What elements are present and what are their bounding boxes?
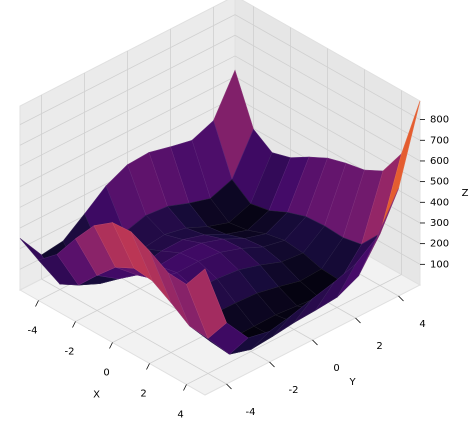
grid-line	[19, 55, 236, 167]
x-tick-label: 4	[177, 410, 183, 421]
tick-mark	[35, 300, 39, 307]
z-tick-label: 700	[430, 135, 449, 146]
z-tick-label: 800	[430, 115, 449, 126]
tick-mark	[398, 295, 404, 302]
grid-line	[19, 76, 236, 187]
x-tick-label: -2	[65, 347, 75, 358]
tick-mark	[72, 321, 76, 328]
y-tick-label: 4	[419, 319, 425, 330]
surface-face	[186, 268, 227, 339]
grid-line	[234, 14, 421, 120]
z-tick-label: 400	[430, 197, 449, 208]
tick-mark	[312, 339, 318, 346]
tick-mark	[269, 361, 275, 368]
grid-line	[234, 55, 421, 162]
z-tick-label: 100	[430, 259, 449, 270]
z-tick-label: 200	[430, 239, 449, 250]
tick-mark	[146, 363, 150, 370]
y-tick-label: -4	[246, 407, 256, 418]
z-tick-label: 300	[430, 218, 449, 229]
surface	[19, 69, 421, 355]
grid-line	[234, 76, 421, 182]
z-axis-label: Z	[462, 188, 469, 199]
x-tick-label: 2	[140, 389, 146, 400]
tick-mark	[109, 342, 113, 349]
tick-mark	[183, 384, 187, 391]
tick-mark	[355, 317, 361, 324]
grid-line	[19, 34, 236, 146]
y-tick-label: 0	[333, 363, 339, 374]
y-axis-label: Y	[348, 377, 356, 388]
surface-edge	[186, 268, 227, 339]
z-tick-label: 500	[430, 177, 449, 188]
grid-line	[41, 278, 227, 385]
axes: -4 -2 0 2 4 -4 -2 0 2 4 100 200 300 400 500 600 700 800 X Y…	[28, 115, 469, 421]
x-axis-label: X	[93, 390, 100, 401]
grid-line	[19, 14, 236, 125]
tick-mark	[226, 383, 232, 390]
grid-line	[19, 96, 236, 208]
z-tick-label: 600	[430, 156, 449, 167]
x-tick-label: 0	[103, 368, 109, 379]
y-tick-label: -2	[289, 385, 299, 396]
grid-line	[234, 34, 421, 141]
x-tick-label: -4	[28, 326, 38, 337]
y-tick-label: 2	[376, 341, 382, 352]
